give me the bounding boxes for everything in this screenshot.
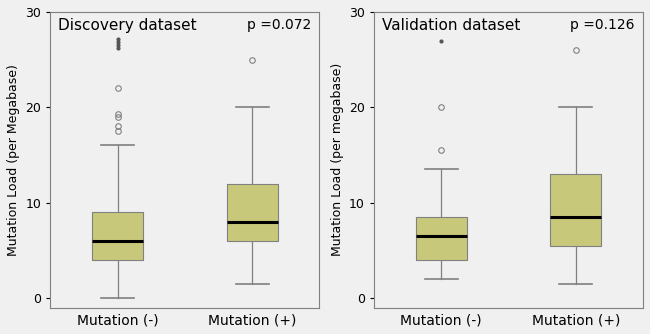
FancyBboxPatch shape: [227, 184, 278, 241]
Text: p =0.072: p =0.072: [247, 18, 311, 32]
FancyBboxPatch shape: [92, 212, 143, 260]
Y-axis label: Mutation Load (per Megabase): Mutation Load (per Megabase): [7, 64, 20, 256]
Y-axis label: Mutation Load (per megabase): Mutation Load (per megabase): [331, 63, 344, 257]
Text: p =0.126: p =0.126: [571, 18, 635, 32]
FancyBboxPatch shape: [416, 217, 467, 260]
FancyBboxPatch shape: [551, 174, 601, 245]
Text: Discovery dataset: Discovery dataset: [58, 18, 197, 33]
Text: Validation dataset: Validation dataset: [382, 18, 521, 33]
